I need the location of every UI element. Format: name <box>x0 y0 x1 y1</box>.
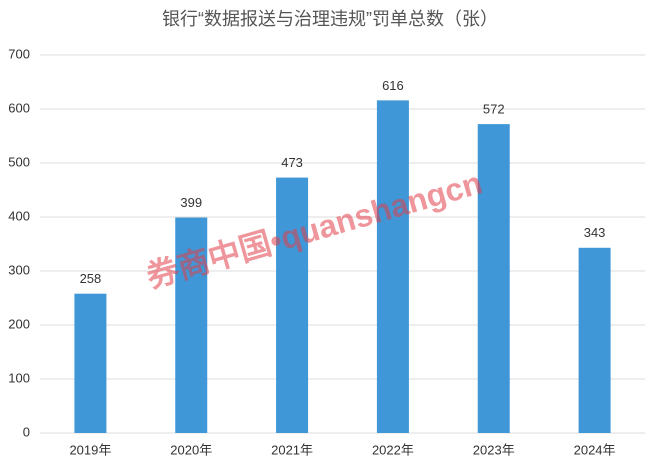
data-label: 343 <box>584 225 606 240</box>
bar <box>578 247 611 433</box>
data-label: 258 <box>80 271 102 286</box>
x-tick-label: 2022年 <box>372 442 414 457</box>
y-tick-label: 100 <box>8 370 30 385</box>
x-tick-label: 2023年 <box>473 442 515 457</box>
y-tick-label: 700 <box>8 46 30 61</box>
x-tick-label: 2021年 <box>271 442 313 457</box>
y-tick-label: 300 <box>8 262 30 277</box>
y-tick-label: 0 <box>23 424 30 439</box>
chart-title: 银行“数据报送与治理违规”罚单总数（张） <box>162 9 498 29</box>
data-label: 399 <box>180 195 202 210</box>
bar <box>376 100 409 434</box>
bar <box>74 293 107 433</box>
y-tick-label: 400 <box>8 208 30 223</box>
data-label: 473 <box>281 155 303 170</box>
data-label: 572 <box>483 102 505 117</box>
bar <box>175 217 208 433</box>
y-tick-label: 200 <box>8 316 30 331</box>
bar <box>276 177 309 433</box>
x-tick-label: 2020年 <box>170 442 212 457</box>
x-tick-label: 2019年 <box>69 442 111 457</box>
y-tick-label: 600 <box>8 100 30 115</box>
bar <box>477 124 510 434</box>
data-label: 616 <box>382 78 404 93</box>
y-tick-label: 500 <box>8 154 30 169</box>
x-tick-label: 2024年 <box>574 442 616 457</box>
